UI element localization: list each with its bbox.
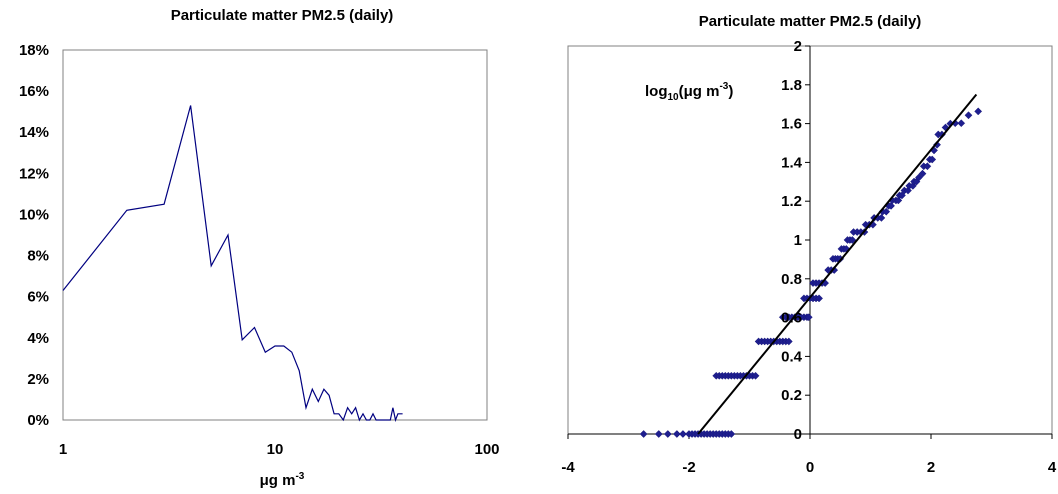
right-y-tick-label: 0.4 <box>781 348 803 365</box>
right-chart: Particulate matter PM2.5 (daily) 0 0.2 0.4… <box>561 13 1057 476</box>
right-x-tick-label: -4 <box>561 459 575 476</box>
right-y-tick-label: 0.2 <box>781 387 802 404</box>
left-y-tick-label: 8% <box>27 248 49 265</box>
scatter-point <box>679 430 687 438</box>
scatter-point <box>923 162 932 171</box>
right-y-tick-label: 1.6 <box>781 116 802 133</box>
right-y-tick-label: 1 <box>794 232 802 249</box>
left-x-tick-label: 1 <box>59 441 67 458</box>
left-y-tick-label: 4% <box>27 330 49 347</box>
scatter-point <box>673 430 681 438</box>
scatter-point <box>877 214 886 222</box>
left-x-axis-label: μg m-3 <box>260 471 305 489</box>
right-y-axis-label-sup: -3 <box>719 81 728 92</box>
right-chart-title: Particulate matter PM2.5 (daily) <box>699 13 922 30</box>
scatter-point <box>815 294 823 303</box>
right-x-tick-label: 2 <box>927 459 935 476</box>
right-x-tick-label: 0 <box>806 459 814 476</box>
right-scatter-points <box>639 107 983 438</box>
scatter-point <box>887 201 895 210</box>
right-y-axis-label-log: log <box>645 83 668 100</box>
left-y-tick-labels: 0% 2% 4% 6% 8% 10% 12% 14% 16% 18% <box>19 42 49 429</box>
scatter-point <box>957 119 966 128</box>
right-x-tick-label: -2 <box>682 459 695 476</box>
right-x-tick-label: 4 <box>1048 459 1057 476</box>
scatter-point <box>974 107 983 116</box>
left-y-tick-label: 2% <box>27 371 49 388</box>
left-x-tick-labels: 1 10 100 <box>59 441 500 458</box>
scatter-point <box>908 181 917 190</box>
scatter-point <box>784 337 793 346</box>
right-y-axis-label: log10(μg m-3) <box>645 81 733 103</box>
left-x-axis-label-sup: -3 <box>295 471 304 482</box>
scatter-point <box>915 173 923 182</box>
scatter-point <box>918 169 927 178</box>
left-y-tick-label: 16% <box>19 83 49 100</box>
right-y-tick-label: 0 <box>794 426 802 443</box>
right-y-axis-label-end: ) <box>728 83 733 100</box>
scatter-point <box>804 313 813 322</box>
scatter-point <box>933 140 941 149</box>
scatter-point <box>639 430 648 438</box>
left-x-tick-label: 100 <box>474 441 499 458</box>
right-y-tick-label: 0.6 <box>781 310 802 327</box>
right-y-tick-labels: 0 0.2 0.4 0.6 0.8 1 1.2 1.4 1.6 1.8 2 <box>781 38 803 443</box>
right-y-tick-label: 1.4 <box>781 154 803 171</box>
scatter-point <box>848 236 857 244</box>
left-y-tick-label: 14% <box>19 124 49 141</box>
scatter-point <box>654 430 663 438</box>
right-x-tick-labels: -4 -2 0 2 4 <box>561 459 1057 476</box>
right-y-tick-label: 1.2 <box>781 193 802 210</box>
scatter-point <box>663 430 672 438</box>
left-y-tick-label: 0% <box>27 412 49 429</box>
scatter-point <box>964 111 973 120</box>
left-series-line <box>62 105 403 423</box>
left-chart: Particulate matter PM2.5 (daily) 0% 2% 4% 6… <box>19 7 500 489</box>
left-chart-title: Particulate matter PM2.5 (daily) <box>171 7 394 24</box>
scatter-point <box>727 430 736 438</box>
right-y-tick-label: 1.8 <box>781 77 802 94</box>
scatter-point <box>928 155 937 164</box>
left-y-tick-label: 6% <box>27 289 49 306</box>
left-y-tick-label: 10% <box>19 206 49 223</box>
left-x-axis-label-main: μg m <box>260 472 296 489</box>
left-y-tick-label: 12% <box>19 165 49 182</box>
scatter-point <box>751 371 760 380</box>
right-y-axis-label-sub: 10 <box>668 92 680 103</box>
right-y-axis-label-mid: (μg m <box>679 83 720 100</box>
right-y-tick-label: 0.8 <box>781 271 802 288</box>
left-y-tick-label: 18% <box>19 42 49 59</box>
right-y-tick-marks <box>805 45 810 435</box>
right-trend-line <box>697 93 978 435</box>
left-x-tick-label: 10 <box>267 441 284 458</box>
scatter-point <box>882 207 891 216</box>
left-plot-frame <box>62 49 488 421</box>
right-y-tick-label: 2 <box>794 38 802 55</box>
scatter-point <box>830 266 839 274</box>
